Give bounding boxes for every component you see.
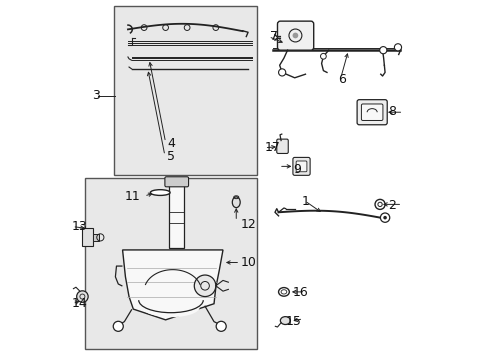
FancyBboxPatch shape <box>277 21 313 50</box>
Text: 5: 5 <box>167 150 175 163</box>
Circle shape <box>292 33 298 39</box>
Circle shape <box>113 321 123 331</box>
Bar <box>93 234 99 241</box>
Circle shape <box>394 44 401 51</box>
Text: 11: 11 <box>124 190 140 203</box>
Text: 4: 4 <box>167 137 175 150</box>
FancyBboxPatch shape <box>296 161 306 172</box>
Text: 17: 17 <box>264 141 280 154</box>
Circle shape <box>374 199 384 210</box>
Text: 7: 7 <box>269 30 277 43</box>
Text: 14: 14 <box>72 297 87 310</box>
Text: 15: 15 <box>285 315 301 328</box>
FancyBboxPatch shape <box>164 177 188 187</box>
Bar <box>82 228 93 246</box>
Ellipse shape <box>150 190 170 195</box>
FancyBboxPatch shape <box>361 104 382 121</box>
Text: 12: 12 <box>241 218 256 231</box>
Text: 2: 2 <box>387 199 395 212</box>
Text: 10: 10 <box>241 256 256 269</box>
Text: 1: 1 <box>301 195 309 208</box>
Bar <box>169 184 183 248</box>
FancyBboxPatch shape <box>276 139 287 153</box>
Circle shape <box>383 216 386 220</box>
Text: 8: 8 <box>387 105 395 118</box>
Circle shape <box>216 321 226 331</box>
Polygon shape <box>122 250 223 320</box>
Ellipse shape <box>278 288 289 296</box>
FancyBboxPatch shape <box>292 157 309 175</box>
FancyBboxPatch shape <box>356 100 386 125</box>
Text: 13: 13 <box>72 220 87 233</box>
Bar <box>113 6 257 175</box>
Ellipse shape <box>232 197 240 208</box>
Bar <box>85 178 257 348</box>
Text: 9: 9 <box>292 163 300 176</box>
Circle shape <box>278 69 285 76</box>
Circle shape <box>320 53 325 59</box>
Ellipse shape <box>280 317 290 324</box>
Text: 3: 3 <box>92 89 100 102</box>
Text: 6: 6 <box>337 73 345 86</box>
Text: 16: 16 <box>292 287 308 300</box>
Circle shape <box>194 275 215 297</box>
Circle shape <box>379 46 386 54</box>
Circle shape <box>77 291 88 302</box>
Ellipse shape <box>142 297 199 317</box>
Circle shape <box>380 213 389 222</box>
